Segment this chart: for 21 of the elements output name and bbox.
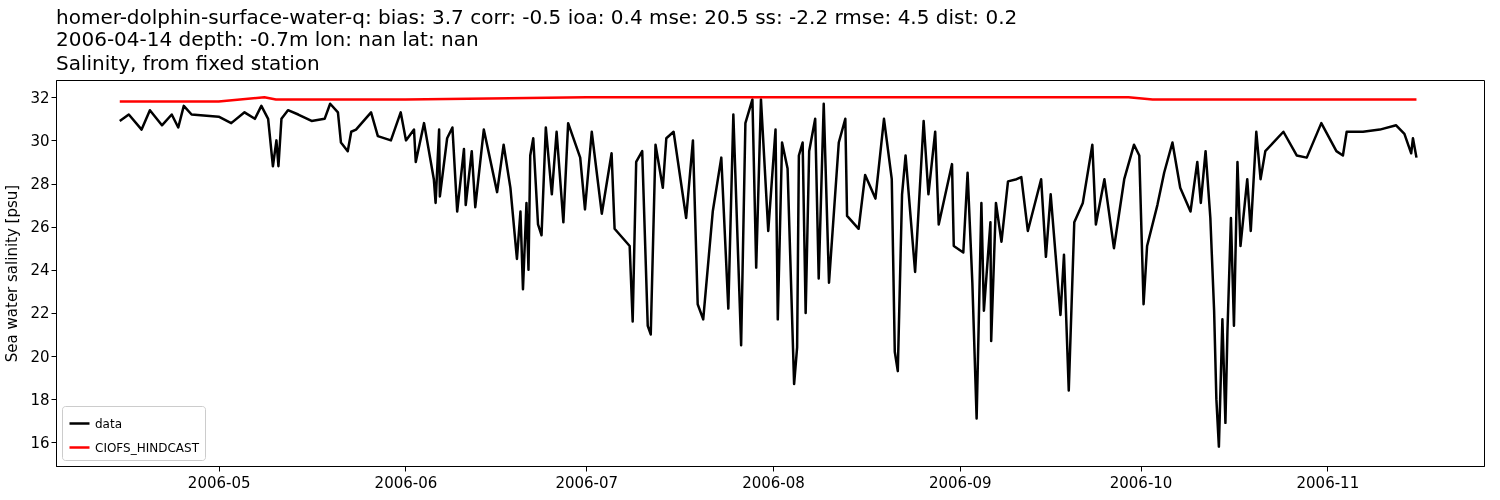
y-tick-label: 30 <box>30 131 50 150</box>
chart-subtitle: 2006-04-14 depth: -0.7m lon: nan lat: nan Salinity, from fixed station <box>56 27 479 75</box>
x-tick-label: 2006-06 <box>374 473 438 492</box>
x-tick-label: 2006-09 <box>928 473 992 492</box>
legend-label: CIOFS_HINDCAST <box>95 440 200 455</box>
x-tick-label: 2006-05 <box>187 473 251 492</box>
y-tick-label: 26 <box>30 218 50 237</box>
y-axis-title: Sea water salinity [psu] <box>3 184 22 363</box>
x-tick-label: 2006-08 <box>742 473 805 492</box>
y-tick-label: 24 <box>30 261 50 280</box>
y-tick-label: 22 <box>30 304 50 323</box>
x-tick-label: 2006-11 <box>1296 473 1360 492</box>
legend-label: data <box>95 416 123 431</box>
x-tick-label: 2006-07 <box>555 473 619 492</box>
y-tick-label: 16 <box>30 433 50 452</box>
y-tick-label: 18 <box>30 390 50 409</box>
chart-title: homer-dolphin-surface-water-q: bias: 3.7 corr: -0.5 ioa: 0.4 mse: 20.5 ss: -2.2 rmse: 4.5 dist: 0.2 <box>56 5 1018 29</box>
x-tick-label: 2006-10 <box>1109 473 1173 492</box>
y-tick-label: 28 <box>30 175 50 194</box>
y-tick-label: 32 <box>30 88 50 107</box>
y-tick-label: 20 <box>30 347 50 366</box>
